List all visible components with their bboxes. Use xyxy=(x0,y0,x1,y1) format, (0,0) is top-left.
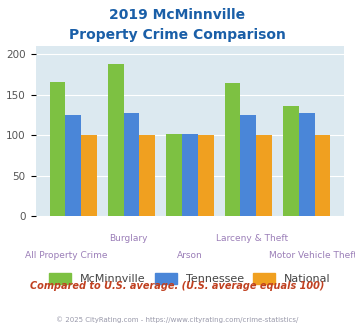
Text: Motor Vehicle Theft: Motor Vehicle Theft xyxy=(269,251,355,260)
Bar xyxy=(315,135,330,216)
Bar xyxy=(81,135,97,216)
Text: Arson: Arson xyxy=(177,251,203,260)
Bar xyxy=(50,82,65,216)
Bar xyxy=(225,82,240,216)
Text: All Property Crime: All Property Crime xyxy=(25,251,108,260)
Text: Compared to U.S. average. (U.S. average equals 100): Compared to U.S. average. (U.S. average … xyxy=(30,281,325,291)
Bar xyxy=(283,106,299,216)
Bar xyxy=(65,115,81,216)
Legend: McMinnville, Tennessee, National: McMinnville, Tennessee, National xyxy=(49,273,331,284)
Text: Burglary: Burglary xyxy=(109,234,147,243)
Text: © 2025 CityRating.com - https://www.cityrating.com/crime-statistics/: © 2025 CityRating.com - https://www.city… xyxy=(56,317,299,323)
Bar xyxy=(299,113,315,216)
Bar xyxy=(182,134,198,216)
Bar xyxy=(256,135,272,216)
Bar xyxy=(140,135,155,216)
Text: 2019 McMinnville: 2019 McMinnville xyxy=(109,8,246,22)
Bar xyxy=(108,64,124,216)
Text: Property Crime Comparison: Property Crime Comparison xyxy=(69,28,286,42)
Text: Larceny & Theft: Larceny & Theft xyxy=(215,234,288,243)
Bar xyxy=(124,114,140,216)
Bar xyxy=(166,134,182,216)
Bar xyxy=(240,115,256,216)
Bar xyxy=(198,135,214,216)
